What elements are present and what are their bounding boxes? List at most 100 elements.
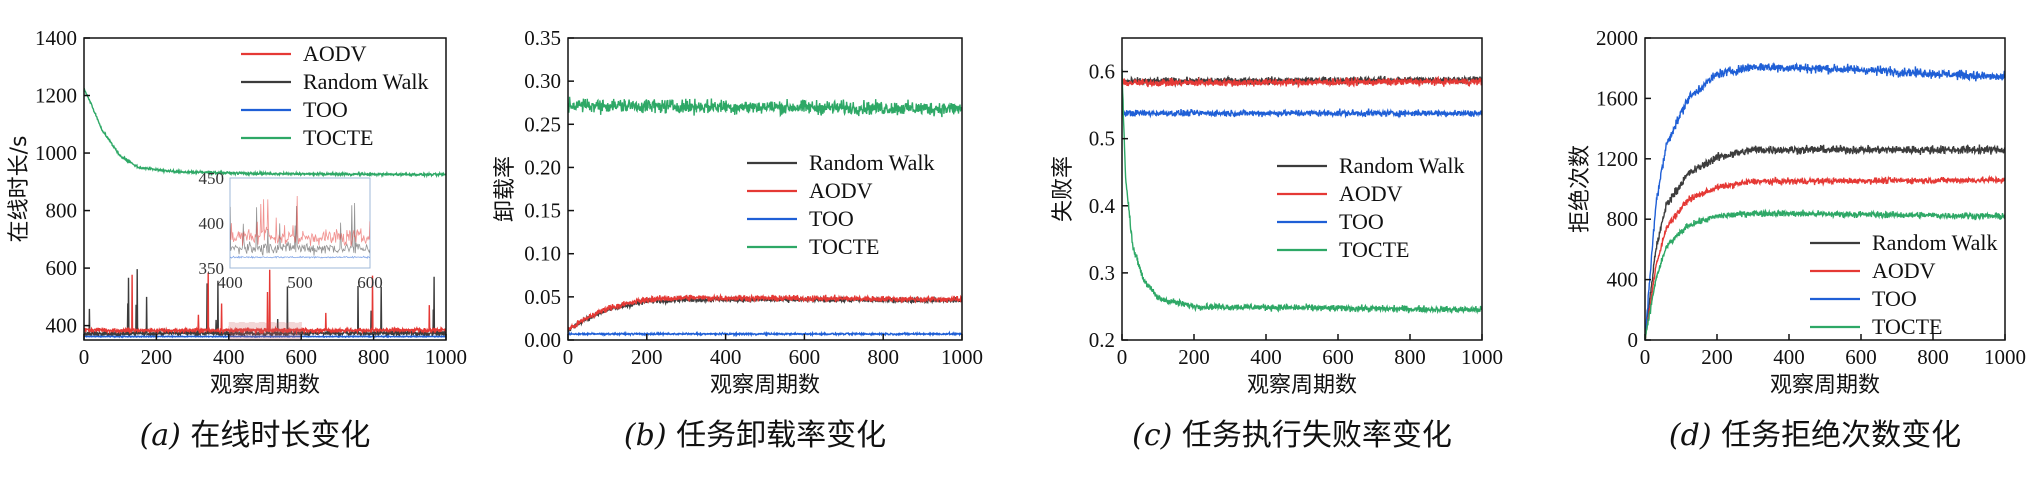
xtick-label: 200 <box>1178 345 1210 369</box>
ytick-label: 0.35 <box>524 26 561 50</box>
ytick-label: 0.15 <box>524 199 561 223</box>
legend-label: TOCTE <box>809 234 879 259</box>
ytick-label: 0.6 <box>1089 60 1115 84</box>
ytick-label: 1200 <box>35 84 77 108</box>
xtick-label: 1000 <box>1461 345 1503 369</box>
caption-text: 任务拒绝次数变化 <box>1721 418 1961 453</box>
legend-label: AODV <box>303 41 367 66</box>
xtick-label: 1000 <box>1984 345 2026 369</box>
inset-ytick-label: 350 <box>199 259 225 278</box>
legend-label: AODV <box>809 178 873 203</box>
ytick-label: 0.00 <box>524 328 561 352</box>
axes-frame <box>567 37 963 341</box>
x-axis-label: 观察周期数 <box>1770 373 1880 398</box>
inset-xtick-label: 400 <box>217 273 243 292</box>
chart-c: 0.2 0.3 0.4 0.5 0.6 0 200 400 600 800 1000 观察周期数 失败率… <box>1051 37 1503 453</box>
axes-frame <box>83 37 447 341</box>
panel-caption: (d) 任务拒绝次数变化 <box>1669 418 1961 453</box>
inset-line-aodv <box>230 195 370 247</box>
ytick-label: 1200 <box>1596 147 1638 171</box>
ytick-label: 0 <box>1628 328 1639 352</box>
ytick-label: 800 <box>46 199 78 223</box>
ytick-label: 0.3 <box>1089 261 1115 285</box>
ytick-label: 0.2 <box>1089 328 1115 352</box>
xtick-label: 600 <box>1322 345 1354 369</box>
ytick-label: 0.20 <box>524 155 561 179</box>
xtick-label: 800 <box>358 345 390 369</box>
caption-text: 在线时长变化 <box>190 418 370 453</box>
series-line-too <box>568 330 962 338</box>
legend-label: Random Walk <box>1872 230 1998 255</box>
legend-label: TOO <box>809 206 854 231</box>
series-line-aodv <box>1645 174 2005 340</box>
ytick-label: 0.05 <box>524 285 561 309</box>
xtick-label: 0 <box>1640 345 1651 369</box>
legend-label: AODV <box>1339 181 1403 206</box>
xtick-label: 1000 <box>425 345 467 369</box>
ytick-label: 0.4 <box>1089 194 1116 218</box>
series-line-aodv <box>1122 75 1482 89</box>
inset-line-random-walk <box>230 202 370 256</box>
ytick-label: 400 <box>46 314 78 338</box>
caption-letter: (b) <box>624 418 676 453</box>
series-line-too <box>1645 61 2005 340</box>
ytick-label: 0.30 <box>524 69 561 93</box>
zoom-region <box>228 321 302 341</box>
inset-xtick-label: 600 <box>357 273 383 292</box>
legend-label: TOO <box>303 97 348 122</box>
xtick-label: 400 <box>213 345 245 369</box>
inset-line-too <box>230 255 370 259</box>
series-line-random-walk <box>1122 74 1482 88</box>
series-line-tocte <box>568 96 962 118</box>
xtick-label: 200 <box>1701 345 1733 369</box>
series-line-tocte <box>84 87 446 179</box>
chart-d: 0 400 800 1200 1600 2000 0 200 400 600 800 1000 观察周期… <box>1568 26 2026 453</box>
xtick-label: 800 <box>867 345 899 369</box>
axes-frame <box>1121 37 1483 341</box>
series-line-aodv <box>568 293 962 331</box>
panel-caption: (b) 任务卸载率变化 <box>624 418 886 453</box>
legend-label: TOO <box>1872 286 1917 311</box>
xtick-label: 400 <box>710 345 742 369</box>
legend-label: AODV <box>1872 258 1936 283</box>
xtick-label: 400 <box>1250 345 1282 369</box>
ytick-label: 2000 <box>1596 26 1638 50</box>
legend-label: TOCTE <box>1872 314 1942 339</box>
caption-letter: (c) <box>1132 418 1182 453</box>
xtick-label: 0 <box>1117 345 1128 369</box>
series-line-tocte <box>1122 68 1482 315</box>
legend-label: TOO <box>1339 209 1384 234</box>
series-line-random-walk <box>1645 143 2005 340</box>
caption-text: 任务执行失败率变化 <box>1182 418 1452 453</box>
ytick-label: 0.10 <box>524 242 561 266</box>
xtick-label: 600 <box>1845 345 1877 369</box>
y-axis-label: 拒绝次数 <box>1568 145 1593 233</box>
xtick-label: 0 <box>563 345 574 369</box>
ytick-label: 1600 <box>1596 86 1638 110</box>
legend-label: TOCTE <box>1339 237 1409 262</box>
series-line-random-walk <box>84 269 446 339</box>
legend-label: Random Walk <box>809 150 935 175</box>
inset-frame <box>229 177 371 269</box>
series-line-tocte <box>1645 208 2005 340</box>
x-axis-label: 观察周期数 <box>210 373 320 398</box>
chart-b: 0.00 0.05 0.10 0.15 0.20 0.25 0.30 0.35 0 200 400 6… <box>493 26 983 453</box>
legend-label: Random Walk <box>1339 153 1465 178</box>
ytick-label: 800 <box>1607 207 1639 231</box>
series-line-too <box>84 334 446 339</box>
xtick-label: 800 <box>1394 345 1426 369</box>
ytick-label: 0.25 <box>524 112 561 136</box>
xtick-label: 400 <box>1773 345 1805 369</box>
y-axis-label: 卸载率 <box>493 156 518 222</box>
xtick-label: 800 <box>1917 345 1949 369</box>
y-axis-label: 在线时长/s <box>7 136 32 243</box>
legend-label: TOCTE <box>303 125 373 150</box>
axes-frame <box>1644 37 2006 341</box>
series-line-aodv <box>84 269 446 336</box>
ytick-label: 1400 <box>35 26 77 50</box>
x-axis-label: 观察周期数 <box>1247 373 1357 398</box>
ytick-label: 400 <box>1607 268 1639 292</box>
